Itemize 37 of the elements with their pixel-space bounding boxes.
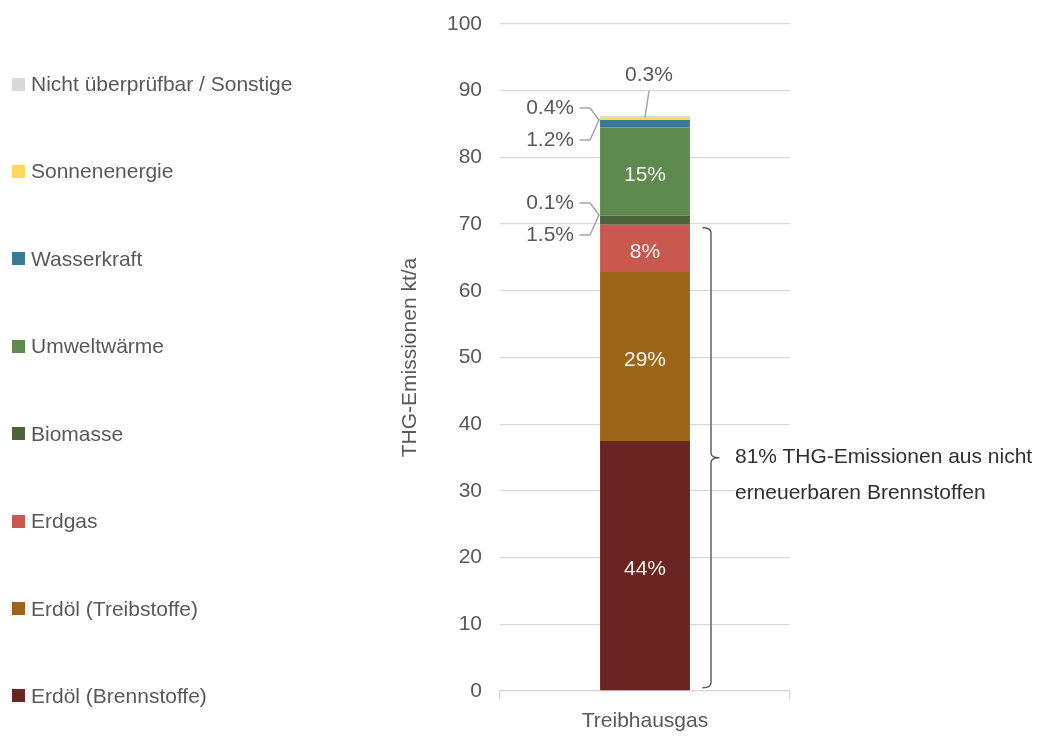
x-tick-label: Treibhausgas bbox=[581, 708, 709, 732]
legend-label: Nicht überprüfbar / Sonstige bbox=[31, 71, 293, 97]
y-tick-label: 30 bbox=[458, 477, 482, 501]
text: 0.1% bbox=[526, 190, 575, 214]
annotation: 15% bbox=[623, 162, 667, 186]
legend-label: Biomasse bbox=[31, 420, 124, 447]
y-tick-label: 50 bbox=[458, 344, 482, 368]
text: 81% THG-Emissionen aus nicht erneuerbaren Brennstoffen bbox=[734, 444, 1033, 504]
y-tick-label: 20 bbox=[458, 544, 482, 568]
legend-label: Umweltwärme bbox=[31, 333, 165, 360]
y-tick-label: 80 bbox=[458, 144, 482, 168]
bar bbox=[600, 215, 690, 225]
annotation: 8% bbox=[629, 239, 661, 263]
y-tick-label: 100 bbox=[446, 10, 482, 34]
y-tick-label: 40 bbox=[458, 411, 482, 434]
annotation: 0.3% bbox=[625, 61, 673, 85]
y-axis-title: THG-Emissionen kt/a bbox=[397, 257, 421, 458]
bar bbox=[600, 120, 690, 128]
legend-label: Wasserkraft bbox=[31, 245, 143, 272]
text: 1.5% bbox=[526, 222, 575, 246]
legend-label: Erdöl (Treibstoffe) bbox=[31, 595, 198, 622]
y-tick-label: 10 bbox=[458, 611, 482, 635]
y-tick-label: 70 bbox=[458, 210, 482, 234]
y-tick-label: 60 bbox=[458, 277, 482, 301]
bar bbox=[600, 127, 690, 216]
annotation: 44% bbox=[623, 556, 667, 580]
legend-label: Sonnenenergie bbox=[31, 158, 174, 185]
y-tick-label: 0 bbox=[470, 677, 482, 701]
bar bbox=[600, 440, 690, 691]
text: 1.2% bbox=[526, 126, 575, 150]
y-tick-label: 90 bbox=[458, 77, 482, 101]
text: 0.4% bbox=[526, 94, 575, 118]
bar bbox=[600, 224, 690, 273]
legend-label: Erdöl (Brennstoffe) bbox=[31, 682, 207, 709]
annotation: 29% bbox=[623, 347, 667, 371]
legend-label: Erdgas bbox=[31, 508, 98, 535]
bar bbox=[600, 272, 690, 441]
